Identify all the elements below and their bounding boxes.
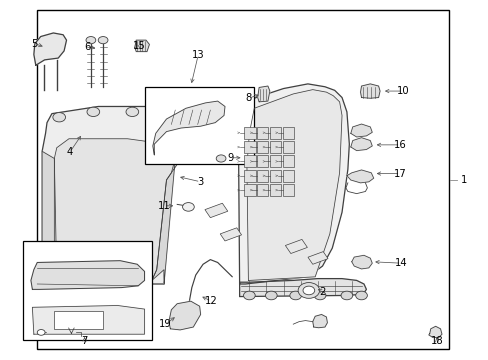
Text: 9: 9	[227, 153, 234, 163]
Text: 7: 7	[81, 336, 87, 346]
Polygon shape	[31, 261, 144, 289]
Polygon shape	[350, 138, 371, 150]
Polygon shape	[350, 124, 371, 137]
Text: 12: 12	[204, 296, 217, 306]
Circle shape	[53, 113, 65, 122]
Bar	[257, 170, 268, 182]
Text: 4: 4	[67, 147, 73, 157]
Circle shape	[87, 107, 100, 117]
Polygon shape	[152, 148, 183, 284]
Text: 2: 2	[319, 287, 325, 297]
Bar	[37, 10, 448, 348]
Circle shape	[314, 291, 325, 300]
Text: 15: 15	[133, 41, 146, 50]
Text: 14: 14	[394, 258, 407, 268]
Circle shape	[265, 291, 277, 300]
Polygon shape	[238, 84, 348, 284]
Polygon shape	[351, 255, 371, 269]
Polygon shape	[360, 84, 379, 98]
Circle shape	[216, 155, 225, 162]
Bar	[269, 155, 281, 167]
Bar	[244, 170, 255, 182]
Bar	[269, 170, 281, 182]
Bar	[244, 127, 255, 139]
Circle shape	[289, 291, 301, 300]
Circle shape	[37, 329, 45, 335]
Text: 1: 1	[460, 175, 466, 185]
Bar	[269, 184, 281, 196]
Bar	[269, 141, 281, 153]
Text: 17: 17	[393, 168, 406, 179]
Bar	[282, 127, 293, 139]
Polygon shape	[135, 40, 149, 51]
Bar	[282, 170, 293, 182]
Circle shape	[158, 113, 170, 122]
Bar	[257, 141, 268, 153]
Bar	[307, 252, 327, 264]
Bar	[204, 203, 227, 218]
Bar	[144, 87, 254, 164]
Polygon shape	[168, 301, 200, 330]
Bar	[244, 184, 255, 196]
Text: 13: 13	[191, 50, 204, 60]
Circle shape	[243, 291, 255, 300]
Polygon shape	[32, 306, 144, 334]
Bar	[22, 241, 152, 339]
Bar	[269, 127, 281, 139]
Bar	[282, 155, 293, 167]
Text: 8: 8	[245, 93, 251, 103]
Text: 16: 16	[393, 140, 406, 150]
Text: 3: 3	[197, 177, 203, 187]
Bar	[282, 141, 293, 153]
Polygon shape	[246, 90, 341, 280]
Polygon shape	[153, 101, 224, 155]
Polygon shape	[346, 170, 373, 183]
Polygon shape	[257, 86, 269, 102]
Bar	[220, 228, 241, 241]
Circle shape	[182, 203, 194, 211]
Circle shape	[355, 291, 366, 300]
Text: 11: 11	[157, 201, 170, 211]
Bar	[285, 239, 307, 253]
Bar	[244, 155, 255, 167]
Bar	[282, 184, 293, 196]
Polygon shape	[428, 326, 441, 338]
Text: 18: 18	[430, 336, 443, 346]
Bar	[257, 184, 268, 196]
Bar	[257, 127, 268, 139]
Polygon shape	[312, 315, 327, 328]
Circle shape	[303, 286, 314, 295]
Polygon shape	[42, 151, 57, 284]
Polygon shape	[54, 139, 173, 280]
Circle shape	[86, 37, 96, 44]
Circle shape	[98, 37, 108, 44]
Circle shape	[298, 283, 319, 298]
Text: 19: 19	[159, 319, 171, 329]
Circle shape	[126, 107, 139, 117]
Bar	[257, 155, 268, 167]
Circle shape	[340, 291, 352, 300]
Polygon shape	[239, 279, 366, 297]
Text: 10: 10	[396, 86, 408, 96]
Bar	[54, 311, 103, 329]
Bar	[244, 141, 255, 153]
Polygon shape	[42, 107, 183, 284]
Text: 6: 6	[84, 42, 90, 51]
Polygon shape	[34, 33, 66, 65]
Text: 5: 5	[32, 39, 38, 49]
